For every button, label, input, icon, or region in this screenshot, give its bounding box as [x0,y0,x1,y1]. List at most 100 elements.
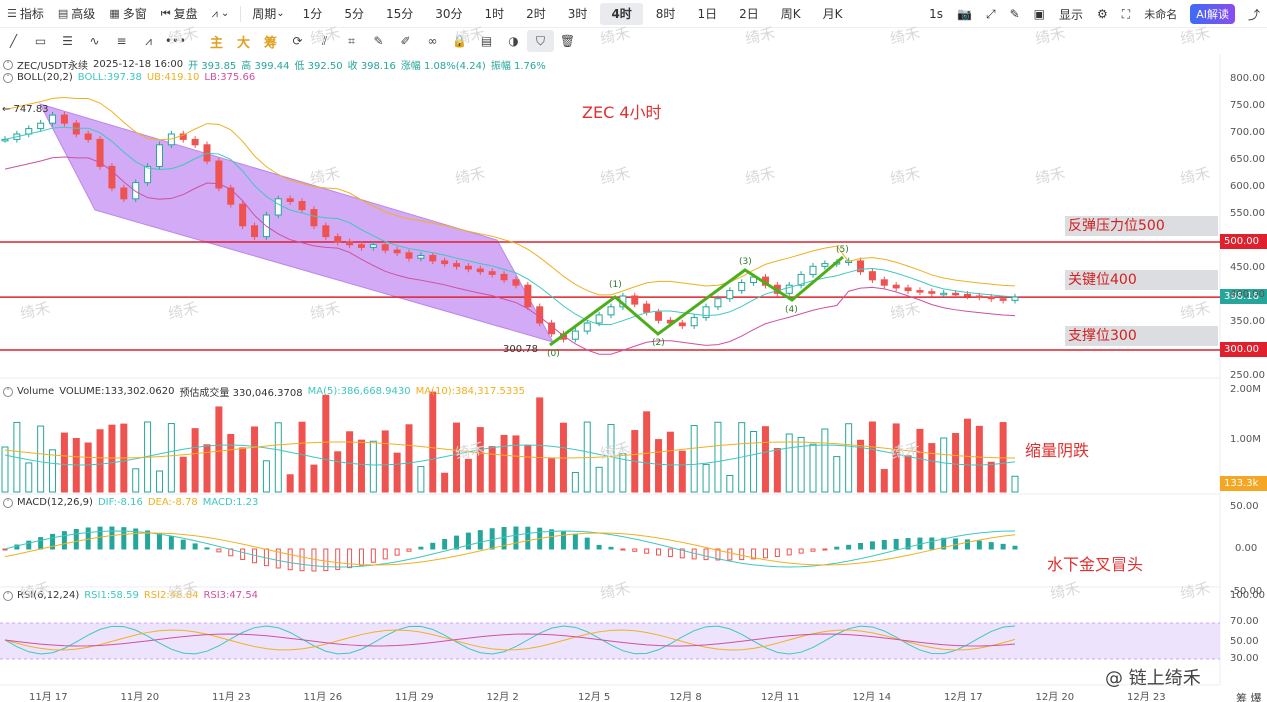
toolbar-item-1[interactable]: ▤ 高级 [51,0,102,28]
macd-bar [620,548,626,551]
collapse-icon[interactable]: ˅ [3,497,13,508]
period-tab-11[interactable]: 周K [780,7,801,21]
macd-bar [299,548,305,572]
candle-body [239,203,247,227]
layout-icon[interactable]: ▣ [1033,7,1046,21]
macd-bar [1012,545,1018,550]
indicator-shortcut-0[interactable]: 主 [209,35,223,51]
lines-tool-icon[interactable]: ☰ [62,34,73,48]
pattern-tool-icon[interactable]: ⩘ [145,33,152,48]
macd-bar [347,548,353,569]
macd-bar [834,546,840,550]
macd-annotation: 水下金叉冒头 [1047,555,1144,574]
toolbar-item-4[interactable]: ⩘ ⌄ [205,0,237,28]
candle-body [607,306,615,316]
pen-icon[interactable]: ✎ [373,34,384,48]
fullscreen-icon[interactable]: ⛶ [1121,6,1131,21]
collapse-icon[interactable]: ˄ [3,72,13,83]
trash-icon[interactable]: 🗑 [559,34,576,48]
symbol-label: ZEC/USDT永续 [17,61,88,72]
candle-body [476,268,484,273]
fib-tool-icon[interactable]: ≡ [116,34,127,48]
indicator-shortcut-2[interactable]: 筹 [263,35,277,51]
more-tools-icon[interactable]: ••• [164,34,187,48]
macd-name[interactable]: MACD(12,26,9) [17,497,93,508]
time-tick: 11月 23 [212,692,251,702]
volume-estimate: 预估成交量 330,046.3708 [179,388,303,399]
collapse-icon[interactable]: ˄ [3,59,13,70]
macd-bar [953,538,959,550]
volume-bar [84,442,92,493]
period-tab-9[interactable]: 1日 [697,7,718,21]
lock-icon[interactable]: 🔒 [452,34,467,48]
macd-bar [394,548,400,556]
period-tab-12[interactable]: 月K [822,7,843,21]
volume-bar [334,451,342,493]
ai-button[interactable]: AI解读 [1190,4,1235,24]
toolbar-item-0[interactable]: ☰ 指标 [0,0,51,28]
rect-tool-icon[interactable]: ▭ [34,34,47,48]
indicator-shortcut-1[interactable]: 大 [236,35,250,51]
brush-icon[interactable]: ✐ [400,34,411,48]
account-menu[interactable]: 未命名 [1144,8,1178,21]
magnet-icon[interactable]: ◑ [508,34,519,48]
candle-body [714,298,722,308]
volume-name[interactable]: Volume [17,386,55,397]
ruler-icon[interactable]: ⫽ [321,33,328,48]
candle-body [999,298,1007,301]
wave-label: (1) [609,280,622,290]
link-icon[interactable]: ∞ [427,34,438,48]
period-tab-0[interactable]: 1分 [302,7,323,21]
candle-body [453,263,461,267]
macd-bar [739,548,745,561]
line-tool-icon[interactable]: ╱ [9,34,18,48]
period-tab-7[interactable]: 4时 [600,2,643,25]
macd-value: MACD:1.23 [202,497,259,508]
edit-icon[interactable]: ✎ [1009,7,1020,21]
boll-name[interactable]: BOLL(20,2) [17,72,73,83]
candle-body [571,330,579,340]
settings-icon[interactable]: ⚙ [1097,7,1108,21]
camera-icon[interactable]: 📷 [957,7,972,21]
macd-bar [323,548,329,572]
period-tab-10[interactable]: 2日 [739,7,759,21]
macd-bar [335,548,341,570]
toolbar-item-2[interactable]: ▦ 多窗 [102,0,153,28]
period-dropdown[interactable]: 周期 ⌄ [245,0,291,28]
macd-bar [275,548,281,569]
period-tab-4[interactable]: 1时 [484,7,505,21]
chart-type-icon: ⩘ [211,6,218,20]
candle-body [488,271,496,275]
rsi-name[interactable]: RSI(6,12,24) [17,590,80,601]
period-tab-3[interactable]: 30分 [435,7,463,21]
edit-chart-icon[interactable]: ⟳ [292,34,303,48]
display-menu[interactable]: 显示 [1059,7,1084,22]
volume-bar [381,430,389,493]
price-tick: 700.00 [1230,127,1265,138]
period-tab-8[interactable]: 8时 [655,7,676,21]
period-tab-2[interactable]: 15分 [385,7,414,21]
period-tab-6[interactable]: 3时 [567,7,588,21]
interval-toggle[interactable]: 1s [929,7,944,21]
period-tab-1[interactable]: 5分 [344,7,364,21]
wave-label: (2) [652,338,665,348]
share-icon[interactable]: ⤴ [1247,7,1260,22]
expand-icon[interactable]: ⤢ [986,6,996,21]
wave-tool-icon[interactable]: ∿ [89,34,100,48]
collapse-icon[interactable]: ˅ [3,590,13,601]
toolbar-item-3[interactable]: ⏮ 复盘 [154,0,205,28]
note-icon[interactable]: ▤ [480,34,493,48]
volume-bar [346,431,354,493]
filter-icon[interactable]: ⛉ [527,30,554,52]
macd-bar [846,544,852,550]
volume-bar [857,439,865,493]
crop-icon[interactable]: ⌗ [348,33,355,48]
volume-bar [369,440,377,493]
macd-bar [430,542,436,550]
volume-bar [643,411,651,493]
price-tick: 450.00 [1230,262,1265,273]
bottom-right-tools[interactable]: 筹 爆 [1236,692,1262,702]
collapse-icon[interactable]: ˅ [3,386,13,397]
period-tab-5[interactable]: 2时 [526,7,546,21]
candlestick-chart[interactable]: (0) (1) (2) (3) (4) (5) ← 747.83 300.78 [0,54,1267,688]
